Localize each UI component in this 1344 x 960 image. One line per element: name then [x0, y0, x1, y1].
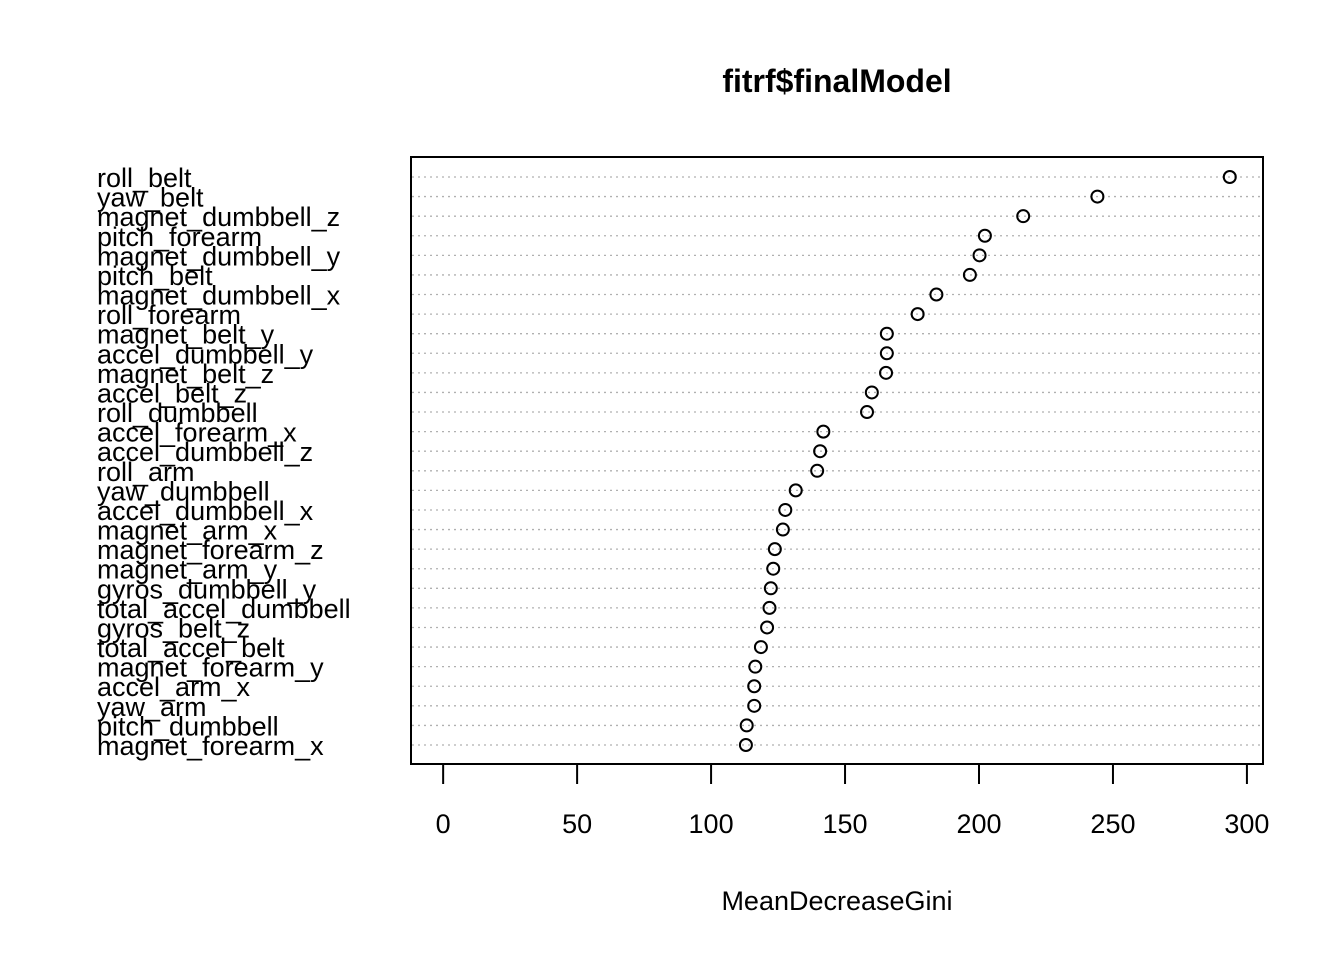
data-point	[748, 659, 763, 674]
variable-label: pitch_forearm	[97, 222, 262, 252]
variable-label: magnet_dumbbell_y	[97, 241, 341, 271]
data-points	[738, 170, 1237, 752]
data-point	[778, 502, 793, 517]
data-point	[929, 287, 944, 302]
data-point	[747, 679, 762, 694]
variable-label: magnet_forearm_x	[97, 731, 324, 761]
data-point	[816, 424, 831, 439]
variable-label: magnet_dumbbell_x	[97, 281, 341, 311]
data-point	[910, 307, 925, 322]
data-point	[775, 522, 790, 537]
x-tick-label: 250	[1090, 809, 1135, 839]
data-point	[739, 718, 754, 733]
x-tick-label: 150	[823, 809, 868, 839]
variable-label: magnet_belt_y	[97, 320, 275, 350]
variable-label: accel_arm_x	[97, 672, 251, 702]
data-point	[760, 620, 775, 635]
variable-label: yaw_dumbbell	[97, 476, 270, 506]
x-tick-label: 100	[689, 809, 734, 839]
variable-label: accel_belt_z	[97, 378, 247, 408]
variable-label: magnet_arm_x	[97, 516, 278, 546]
data-point	[860, 405, 875, 420]
data-point	[962, 267, 977, 282]
variable-label: roll_dumbbell	[97, 398, 258, 428]
data-point	[753, 640, 768, 655]
x-tick-label: 50	[562, 809, 592, 839]
variable-label: magnet_belt_z	[97, 359, 274, 389]
plot-frame	[410, 156, 1264, 765]
data-point	[813, 444, 828, 459]
chart-title: fitrf$finalModel	[722, 63, 951, 99]
data-point	[810, 463, 825, 478]
data-point	[1222, 170, 1237, 184]
data-point	[766, 561, 781, 576]
variable-label: accel_dumbbell_y	[97, 339, 314, 369]
data-point	[864, 385, 879, 400]
variable-label: roll_belt	[97, 163, 192, 193]
data-point	[738, 738, 753, 752]
x-tick-label: 300	[1224, 809, 1269, 839]
variable-label: accel_dumbbell_z	[97, 437, 313, 467]
variable-label: magnet_forearm_z	[97, 535, 324, 565]
data-point	[788, 483, 803, 498]
variable-label: magnet_arm_y	[97, 555, 278, 585]
data-point	[879, 326, 894, 341]
variable-label: yaw_belt	[97, 183, 204, 213]
grid-lines	[412, 176, 1262, 746]
variable-label: accel_forearm_x	[97, 418, 297, 448]
variable-label: pitch_belt	[97, 261, 213, 291]
data-point	[879, 346, 894, 361]
data-point	[1016, 209, 1031, 224]
data-point	[762, 600, 777, 615]
variable-labels: roll_beltyaw_beltmagnet_dumbbell_zpitch_…	[97, 163, 351, 761]
variable-label: gyros_dumbbell_y	[97, 574, 317, 604]
variable-label: yaw_arm	[97, 692, 207, 722]
variable-label: gyros_belt_z	[97, 613, 250, 643]
variable-label: total_accel_belt	[97, 633, 285, 663]
data-point	[879, 365, 894, 380]
x-tick-label: 0	[436, 809, 451, 839]
data-point	[763, 581, 778, 596]
variable-label: magnet_forearm_y	[97, 653, 324, 683]
data-point	[972, 248, 987, 263]
variable-label: total_accel_dumbbell	[97, 594, 351, 624]
data-point	[747, 698, 762, 713]
data-point	[1090, 189, 1105, 204]
x-tick-label: 200	[956, 809, 1001, 839]
x-axis: 0 50 100 150 200 250 300	[436, 763, 1269, 839]
data-point	[767, 542, 782, 557]
x-axis-title: MeanDecreaseGini	[721, 886, 952, 916]
variable-label: magnet_dumbbell_z	[97, 202, 340, 232]
variable-label: accel_dumbbell_x	[97, 496, 314, 526]
variable-label: roll_arm	[97, 457, 195, 487]
variable-label: pitch_dumbbell	[97, 711, 279, 741]
data-point	[977, 228, 992, 243]
variable-label: roll_forearm	[97, 300, 241, 330]
